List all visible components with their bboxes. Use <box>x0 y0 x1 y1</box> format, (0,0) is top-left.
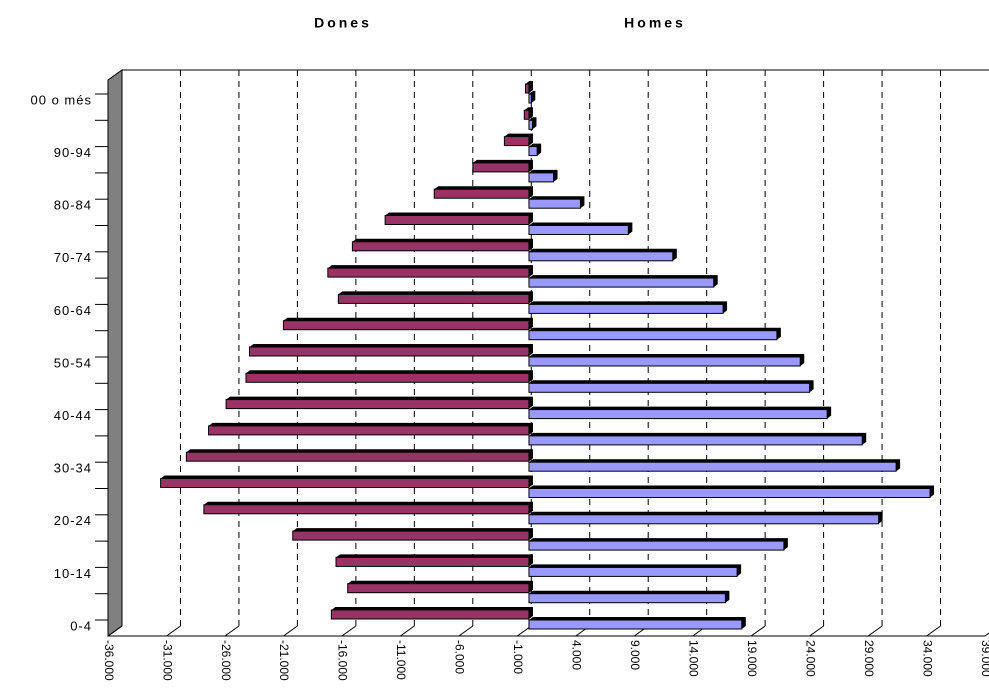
bar <box>528 566 738 577</box>
bar <box>528 382 811 393</box>
bar <box>347 583 530 594</box>
bar <box>528 356 801 367</box>
bar <box>528 330 778 341</box>
bar <box>282 320 530 331</box>
bar <box>528 119 533 130</box>
x-tick-label: -1.000 <box>511 640 525 674</box>
x-tick <box>341 625 357 637</box>
x-tick-label: -11.000 <box>394 640 408 680</box>
bar <box>528 303 724 314</box>
x-tick-label: 4.000 <box>570 640 584 670</box>
x-tick-label: 29.000 <box>862 640 876 677</box>
x-tick <box>984 632 989 637</box>
bar <box>292 530 530 541</box>
bar <box>208 425 530 436</box>
bar <box>528 409 828 420</box>
y-tick-label: 20-24 <box>54 513 92 528</box>
y-tick-label: 80-84 <box>54 198 92 213</box>
x-tick-label: -36.000 <box>102 640 116 681</box>
bar <box>523 109 530 120</box>
bar <box>528 277 715 288</box>
y-tick-label: 90-94 <box>54 145 92 160</box>
bar <box>528 435 863 446</box>
bar <box>528 172 555 183</box>
y-tick-label: 0-4 <box>70 618 92 633</box>
y-tick-label: 10-14 <box>54 566 92 581</box>
bar <box>528 225 629 235</box>
bar <box>337 293 530 304</box>
x-tick-label: 24.000 <box>803 640 817 677</box>
y-tick-label: 50-54 <box>54 355 92 370</box>
x-tick <box>809 625 824 637</box>
bar <box>248 346 530 357</box>
x-tick-label: -31.000 <box>160 640 174 681</box>
x-tick-label: -16.000 <box>336 640 350 681</box>
bar <box>327 267 530 278</box>
x-tick <box>458 625 474 637</box>
bar <box>203 504 530 515</box>
x-tick <box>224 625 240 637</box>
bar <box>528 93 532 104</box>
y-tick-label: 00 o més <box>31 92 92 107</box>
y-tick-label: 70-74 <box>54 250 92 265</box>
bar <box>524 83 530 94</box>
x-tick <box>400 625 415 637</box>
x-tick <box>867 625 883 637</box>
bar <box>528 146 538 157</box>
bar <box>528 619 743 630</box>
x-tick-label: 14.000 <box>686 640 700 677</box>
x-tick <box>107 625 123 637</box>
y-tick-label: 60-64 <box>54 303 92 318</box>
bar <box>245 372 530 383</box>
x-tick <box>166 625 181 637</box>
bar <box>185 451 530 462</box>
bar <box>351 241 530 252</box>
x-tick-label: 34.000 <box>920 640 934 677</box>
y-tick-label: 30-34 <box>54 461 92 476</box>
bar <box>335 556 530 567</box>
bar <box>528 251 674 262</box>
bar <box>225 399 530 410</box>
x-tick-label: 39.000 <box>979 640 989 677</box>
bar <box>528 593 726 604</box>
bar <box>503 136 530 147</box>
bar <box>528 540 785 551</box>
x-tick-label: 19.000 <box>745 640 759 677</box>
x-tick <box>926 625 941 637</box>
y-tick-label: 40-44 <box>54 408 92 423</box>
bar <box>528 461 897 472</box>
x-tick-label: 9.000 <box>628 640 642 670</box>
x-tick-label: -26.000 <box>219 640 233 681</box>
x-tick <box>750 625 766 637</box>
bar <box>160 478 530 488</box>
bar <box>330 609 530 620</box>
series-title: Dones <box>314 15 372 31</box>
bar <box>528 198 581 209</box>
bar <box>528 488 931 498</box>
x-tick-label: -21.000 <box>277 640 291 681</box>
side-wall <box>107 69 123 637</box>
bar <box>384 215 530 225</box>
x-tick-label: -6.000 <box>453 640 467 674</box>
x-tick <box>283 625 298 637</box>
bar <box>528 514 880 525</box>
bar <box>472 162 530 173</box>
series-title: Homes <box>624 15 686 31</box>
bar <box>433 188 530 199</box>
